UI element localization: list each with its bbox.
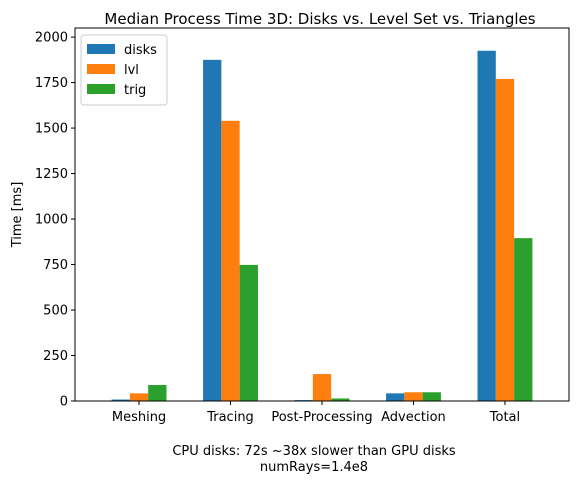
bar-trig-advection — [422, 392, 441, 401]
x-tick-label: Total — [489, 410, 520, 425]
bar-trig-meshing — [148, 384, 167, 401]
bar-disks-advection — [386, 393, 405, 401]
bar-disks-meshing — [111, 399, 130, 401]
y-tick-label: 250 — [43, 349, 68, 364]
y-axis-label: Time [ms] — [10, 182, 25, 249]
bar-lvl-meshing — [129, 393, 149, 401]
y-tick-label: 2000 — [35, 31, 68, 46]
bar-trig-post-processing — [331, 398, 350, 401]
bar-lvl-post-processing — [312, 374, 332, 401]
legend-label-disks: disks — [124, 43, 157, 58]
y-tick-label: 0 — [60, 395, 68, 410]
legend-swatch-trig — [87, 84, 115, 94]
bars — [111, 50, 533, 402]
plot-area: 0 250 500 750 1000 1250 1500 1750 2000 Meshing Tr… — [35, 27, 570, 425]
y-tick-label: 1500 — [35, 122, 68, 137]
bar-lvl-total — [495, 78, 515, 401]
y-tick-label: 500 — [43, 304, 68, 319]
y-tick-label: 1000 — [35, 213, 68, 228]
x-axis-label-line-2: numRays=1.4e8 — [260, 460, 368, 475]
bar-disks-tracing — [203, 59, 222, 402]
legend-label-trig: trig — [124, 83, 146, 98]
bar-lvl-tracing — [221, 120, 240, 402]
y-tick-label: 1250 — [35, 167, 68, 182]
legend-label-lvl: lvl — [124, 63, 139, 78]
y-tick-label: 750 — [43, 258, 68, 273]
chart-title: Median Process Time 3D: Disks vs. Level … — [104, 10, 535, 28]
bar-trig-total — [514, 238, 533, 401]
x-tick-label: Post-Processing — [271, 410, 372, 425]
x-axis-label-line-1: CPU disks: 72s ~38x slower than GPU disk… — [172, 444, 456, 459]
x-axis-ticks: Meshing Tracing Post-Processing Advection To… — [112, 401, 520, 425]
x-tick-label: Advection — [381, 410, 446, 425]
bar-disks-total — [477, 50, 496, 402]
legend-swatch-disks — [87, 44, 115, 54]
legend-swatch-lvl — [87, 64, 115, 74]
x-tick-label: Tracing — [206, 410, 254, 425]
bar-trig-tracing — [239, 264, 258, 401]
bar-lvl-advection — [404, 392, 423, 401]
legend: disks lvl trig — [80, 34, 168, 106]
y-axis-ticks: 0 250 500 750 1000 1250 1500 1750 2000 — [35, 31, 75, 410]
x-tick-label: Meshing — [112, 410, 166, 425]
y-tick-label: 1750 — [35, 76, 68, 91]
